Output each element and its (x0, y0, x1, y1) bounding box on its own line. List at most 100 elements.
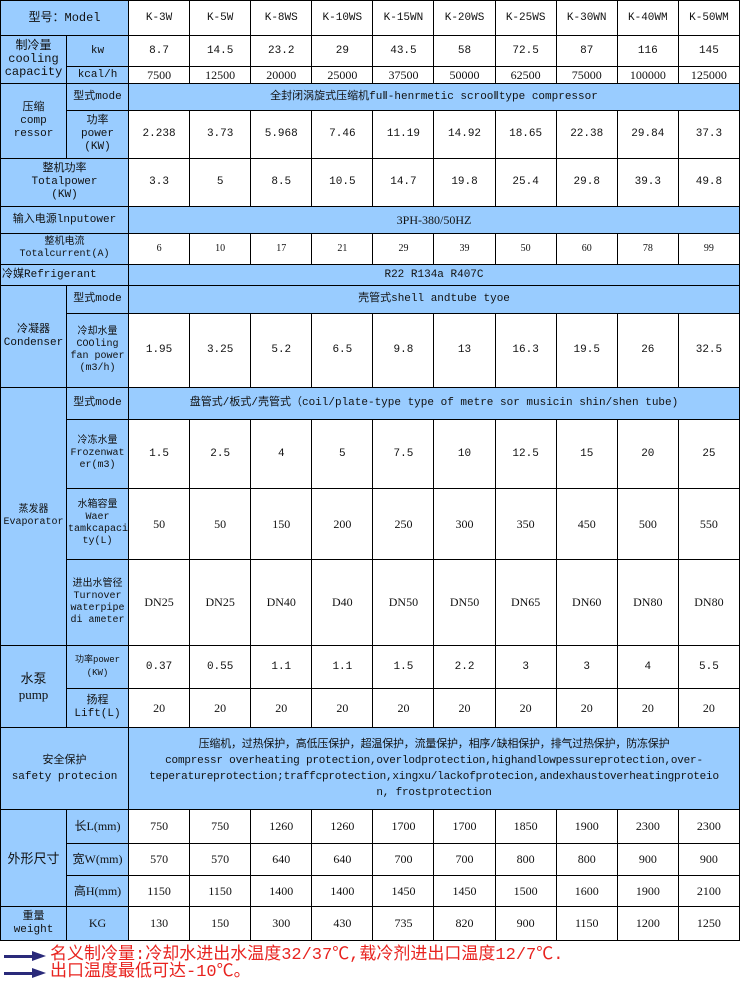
compressor-power-value: 2.238 (128, 110, 191, 159)
length-value: 750 (189, 809, 252, 844)
kcal-value: 75000 (555, 66, 618, 84)
arrow-icon (4, 950, 46, 961)
pipe-diameter-label: 进出水管径 Turnover waterpipe di ameter (65, 559, 130, 646)
kw-value: 58 (433, 35, 496, 67)
evaporator-label: 蒸发器 Evaporator (0, 387, 67, 646)
tank-capacity-value: 500 (616, 488, 679, 560)
note-item: 出口温度最低可达-10℃。 (4, 964, 740, 981)
condenser-water-label: 冷却水量 COOling fan power (m3/h) (65, 313, 130, 388)
kcal-value: 62500 (494, 66, 557, 84)
pipe-diameter-value: DN25 (189, 559, 252, 646)
total-current-value: 29 (372, 233, 435, 265)
label-cn: 制冷量 (15, 39, 52, 53)
frozen-water-value: 12.5 (494, 419, 557, 489)
compressor-mode-row: 压缩 comp ressor 型式mode 全封闭涡旋式压缩机fuⅡ-henrmet… (0, 83, 740, 159)
label-en: Turnover (73, 590, 122, 602)
pump-lift-value: 20 (372, 688, 435, 728)
pump-power-value: 1.1 (250, 645, 313, 689)
safety-line: n, frostprotection (376, 786, 492, 799)
label-unit: (KW) (51, 189, 78, 201)
weight-value: 130 (128, 906, 191, 941)
arrow-icon (4, 967, 46, 978)
width-value: 700 (433, 843, 496, 876)
length-row: 外形尺寸 长L(mm) 750 750 1260 1260 1700 1700 1850 19… (0, 809, 740, 907)
model-cell: K-3W (128, 0, 191, 36)
kw-value: 8.7 (128, 35, 191, 67)
height-row: 高H(mm) 1150 1150 1400 1400 1450 1450 1500 1600 1… (1, 875, 740, 907)
kw-value: 14.5 (189, 35, 252, 67)
total-power-value: 3.3 (128, 158, 191, 207)
label-en: er (79, 460, 92, 471)
compressor-label: 压缩 comp ressor (0, 83, 67, 159)
frozen-water-value: 10 (433, 419, 496, 489)
condenser-water-value: 3.25 (189, 313, 252, 388)
label-en: Condenser (3, 336, 64, 349)
refrigerant-label: 冷媒Refrigerant (0, 264, 130, 286)
width-value: 900 (677, 843, 740, 876)
width-value: 640 (250, 843, 313, 876)
total-power-value: 10.5 (311, 158, 374, 207)
cooling-capacity-label: 制冷量 cooling capacity (0, 35, 67, 84)
kcal-value: 20000 (250, 66, 313, 84)
label-cn: 功率power (75, 655, 121, 665)
label-en: tamkcapaci (68, 524, 129, 535)
pump-label: 水泵 pump (0, 645, 67, 728)
total-current-value: 50 (494, 233, 557, 265)
length-value: 750 (128, 809, 191, 844)
kcal-value: 37500 (372, 66, 435, 84)
label-en: Totalpower (31, 176, 98, 188)
label-cn: 重量 (22, 910, 45, 923)
compressor-power-row: 功率 power (KW) 2.238 3.73 5.968 7.46 11.19 14.92… (1, 110, 740, 159)
input-power-value: 3PH-380/50HZ (128, 206, 740, 234)
evaporator-mode-label: 型式mode (65, 387, 130, 420)
spec-table: 型号：Model K-3W K-5W K-8WS K-10WS K-15WN K-20WS… (0, 0, 740, 941)
pump-lift-value: 20 (311, 688, 374, 728)
tank-capacity-value: 200 (311, 488, 374, 560)
label-unit: (KW) (86, 668, 109, 678)
label-unit: (KW) (84, 141, 111, 153)
height-value: 1500 (494, 875, 557, 907)
height-value: 1400 (311, 875, 374, 907)
total-power-value: 5 (189, 158, 252, 207)
refrigerant-row: 冷媒Refrigerant R22 R134a R407C (0, 264, 740, 286)
note-text: 出口温度最低可达-10℃。 (50, 963, 251, 982)
tank-capacity-value: 450 (555, 488, 618, 560)
note-item: 名义制冷量:冷却水进出水温度32/37℃,载冷剂进出口温度12/7℃. (4, 947, 740, 964)
pipe-diameter-value: DN50 (433, 559, 496, 646)
kcal-value: 100000 (616, 66, 679, 84)
weight-label: 重量 weight (0, 906, 67, 941)
tank-capacity-value: 550 (677, 488, 740, 560)
condenser-water-value: 5.2 (250, 313, 313, 388)
condenser-water-value: 19.5 (555, 313, 618, 388)
frozen-water-label: 冷冻水量 Frozenwat er(m3) (65, 419, 130, 489)
input-power-row: 输入电源lnputower 3PH-380/50HZ (0, 206, 740, 234)
width-value: 800 (494, 843, 557, 876)
label-en: Lift(L) (74, 708, 121, 720)
pump-lift-label: 扬程 Lift(L) (65, 688, 130, 728)
tank-capacity-value: 150 (250, 488, 313, 560)
length-value: 1850 (494, 809, 557, 844)
tank-capacity-row: 水箱容量 Waer tamkcapaci ty(L) 50 50 150 200 250 300… (1, 488, 740, 560)
weight-value: 1200 (616, 906, 679, 941)
weight-value: 150 (189, 906, 252, 941)
total-current-value: 17 (250, 233, 313, 265)
pump-power-value: 0.55 (189, 645, 252, 689)
height-value: 1450 (372, 875, 435, 907)
pump-lift-value: 20 (494, 688, 557, 728)
height-value: 1600 (555, 875, 618, 907)
total-current-value: 39 (433, 233, 496, 265)
pump-power-value: 3 (555, 645, 618, 689)
model-row: 型号：Model K-3W K-5W K-8WS K-10WS K-15WN K-20WS… (0, 0, 740, 36)
condenser-water-value: 16.3 (494, 313, 557, 388)
kcal-label: kcal/h (65, 66, 130, 84)
label-en: Frozenwat (70, 448, 125, 459)
safety-row: 安全保护 safety protecion 压缩机，过热保护，高低压保护，超温保护… (0, 727, 740, 810)
tank-capacity-label: 水箱容量 Waer tamkcapaci ty(L) (65, 488, 130, 560)
label-cn: 蒸发器 (18, 504, 49, 516)
model-cell: K-10WS (311, 0, 374, 36)
weight-unit: KG (65, 906, 130, 941)
height-value: 1400 (250, 875, 313, 907)
evaporator-mode-value: 盘管式/板式/壳管式（coil/plate-type type of metre… (128, 387, 740, 420)
length-value: 2300 (677, 809, 740, 844)
pump-power-value: 4 (616, 645, 679, 689)
